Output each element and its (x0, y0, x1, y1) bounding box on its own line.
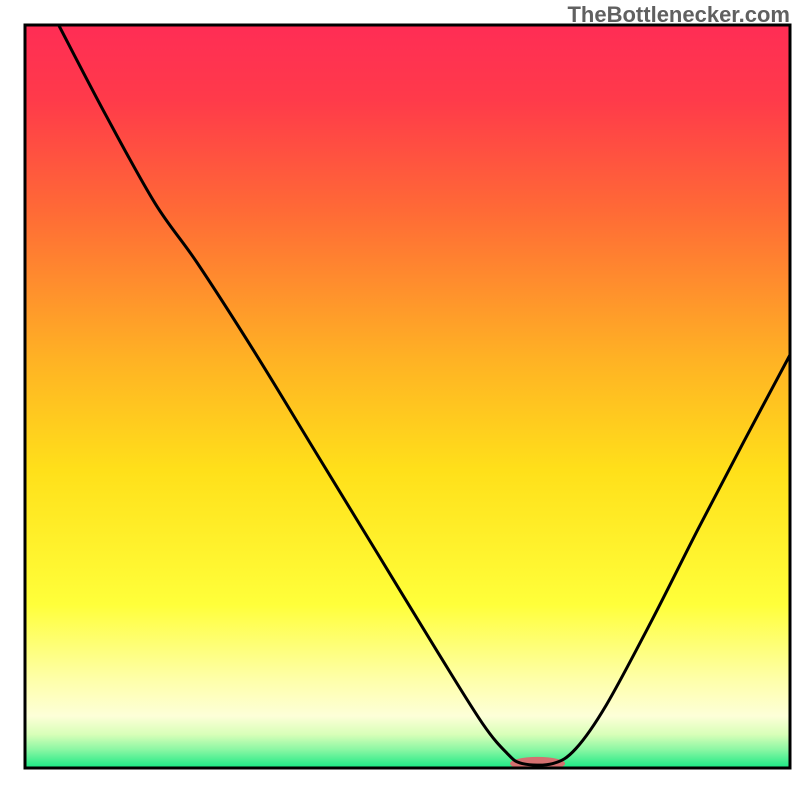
bottleneck-chart: TheBottlenecker.com (0, 0, 800, 800)
watermark-text: TheBottlenecker.com (567, 2, 790, 27)
plot-background (25, 25, 790, 768)
